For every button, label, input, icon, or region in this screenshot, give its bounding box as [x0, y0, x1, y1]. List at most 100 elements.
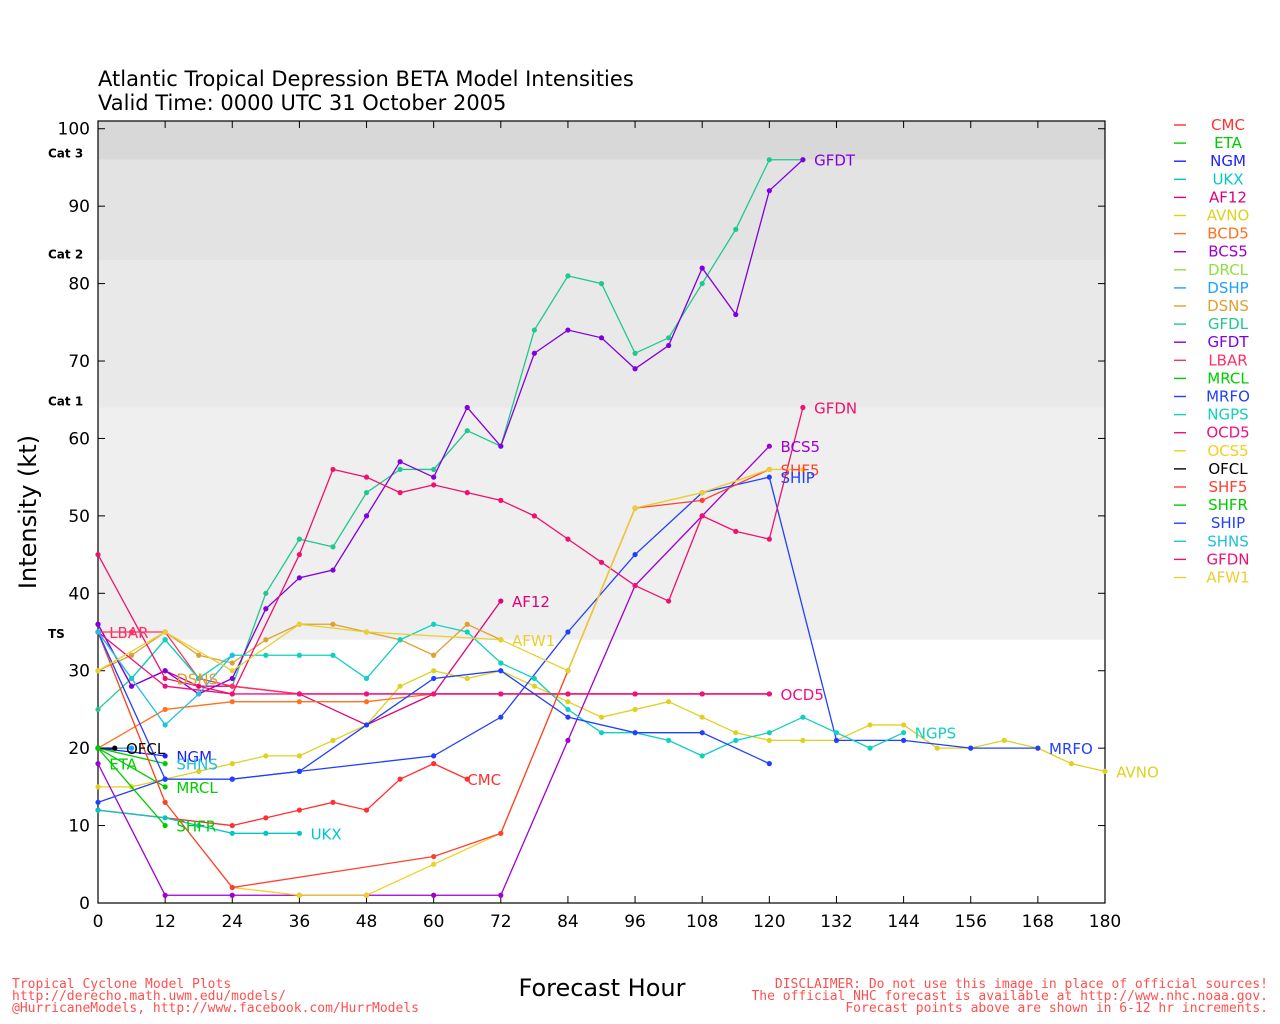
- data-point-gfdn: [431, 482, 437, 488]
- data-point-gfdn: [464, 490, 470, 496]
- legend-item-ngm: NGM: [1174, 152, 1246, 170]
- data-point-ngps: [666, 737, 672, 744]
- data-point-ship: [431, 675, 437, 682]
- data-point-ngps: [733, 737, 739, 744]
- data-point-ukx: [229, 830, 235, 836]
- series-gfdt: [95, 157, 806, 697]
- x-axis-ticks: 0 12 24 36 48 60 72 84 96 108 120 132 144 156 168 180: [93, 121, 1121, 932]
- data-point-lbar: [128, 629, 135, 635]
- data-point-ngps: [464, 629, 470, 635]
- data-point-avno: [95, 784, 101, 790]
- series-afw1: [95, 466, 806, 674]
- data-point-dsns: [464, 621, 470, 627]
- data-point-avno: [330, 737, 336, 744]
- legend-item-ocs5: OCS5: [1174, 442, 1249, 460]
- data-point-gfdn: [632, 582, 638, 589]
- data-point-dsns: [330, 621, 336, 627]
- data-point-avno: [901, 722, 907, 728]
- legend-item-mrcl: MRCL: [1174, 369, 1249, 387]
- data-point-ocd5: [296, 691, 302, 697]
- legend-item-gfdn: GFDN: [1174, 550, 1250, 568]
- data-point-gfdt: [565, 327, 571, 333]
- data-point-avno: [766, 737, 772, 744]
- series-line-eta: [97, 747, 166, 765]
- end-label-avno: AVNO: [1116, 763, 1159, 781]
- data-point-gfdn: [565, 536, 571, 542]
- data-point-ocd5: [162, 683, 168, 689]
- end-label-shf5: SHF5: [781, 461, 820, 479]
- y-tick-label: 20: [68, 739, 90, 759]
- data-point-avno: [397, 683, 403, 689]
- data-point-gfdn: [598, 559, 605, 565]
- data-point-gfdt: [330, 567, 336, 573]
- data-point-gfdl: [699, 280, 705, 287]
- end-label-lbar: LBAR: [109, 624, 148, 642]
- legend-label: DRCL: [1208, 261, 1249, 279]
- legend-item-ocd5: OCD5: [1174, 424, 1250, 442]
- data-point-gfdt: [766, 188, 772, 194]
- y-tick-label: 70: [68, 352, 90, 372]
- legend-label: GFDT: [1208, 333, 1250, 351]
- x-tick-label: 84: [557, 912, 579, 932]
- end-label-eta: ETA: [109, 756, 137, 774]
- data-point-gfdn: [296, 551, 302, 558]
- end-label-gfdt: GFDT: [814, 152, 856, 170]
- data-point-mrfo: [766, 474, 772, 480]
- x-tick-label: 36: [289, 912, 311, 932]
- legend-label: AFW1: [1206, 569, 1249, 587]
- legend-item-shfr: SHFR: [1174, 496, 1248, 514]
- end-label-mrfo: MRFO: [1049, 740, 1093, 758]
- data-point-gfdt: [128, 683, 135, 689]
- data-point-ngps: [363, 675, 370, 682]
- end-label-afw1: AFW1: [512, 632, 555, 650]
- data-point-avno: [464, 675, 470, 682]
- data-point-gfdt: [363, 513, 370, 519]
- data-point-cmc: [263, 815, 269, 821]
- data-point-bcs5: [498, 892, 504, 898]
- x-tick-label: 180: [1089, 912, 1121, 932]
- legend-item-ship: SHIP: [1174, 514, 1245, 532]
- data-point-ocd5: [565, 691, 571, 697]
- data-point-cmc: [431, 761, 437, 767]
- data-point-ngps: [431, 621, 437, 627]
- data-point-gfdn: [498, 497, 504, 503]
- data-point-lbar: [229, 683, 235, 689]
- data-point-avno: [196, 768, 202, 774]
- data-point-ngps: [699, 753, 705, 759]
- x-tick-label: 48: [356, 912, 378, 932]
- data-point-ukx: [263, 830, 269, 836]
- data-point-ship: [766, 761, 772, 767]
- end-label-ngm: NGM: [176, 748, 212, 766]
- end-label-ship: SHIP: [781, 469, 815, 487]
- legend-item-bcs5: BCS5: [1174, 243, 1248, 261]
- legend-label: NGM: [1210, 152, 1246, 170]
- data-point-gfdn: [397, 490, 403, 496]
- data-point-gfdl: [598, 280, 605, 287]
- data-point-gfdt: [498, 443, 504, 449]
- data-point-mrfo: [968, 745, 974, 751]
- legend-label: DSNS: [1207, 297, 1249, 315]
- legend-label: SHIP: [1211, 514, 1245, 532]
- data-point-ship: [229, 776, 235, 782]
- data-point-afw1: [632, 505, 638, 511]
- footer-right-line1: DISCLAIMER: Do not use this image in pla…: [775, 977, 1268, 992]
- x-tick-label: 60: [423, 912, 445, 932]
- data-point-avno: [934, 745, 940, 751]
- y-axis-ticks: 0 10 20 30 40 50 60 70 80 90 100: [58, 120, 1105, 914]
- data-point-bcd5: [296, 699, 302, 705]
- data-point-gfdn: [363, 474, 370, 480]
- data-point-afw1: [296, 621, 302, 627]
- x-tick-label: 156: [955, 912, 987, 932]
- data-point-gfdt: [397, 459, 403, 465]
- band-cat-3: [98, 121, 1105, 160]
- legend-item-eta: ETA: [1174, 134, 1243, 152]
- legend-label: CMC: [1211, 116, 1245, 134]
- data-point-eta: [162, 761, 168, 767]
- data-point-bcs5: [766, 443, 772, 449]
- data-point-ngps: [397, 637, 403, 643]
- legend-item-drcl: DRCL: [1174, 261, 1249, 279]
- y-tick-label: 0: [79, 894, 90, 914]
- series-line-gfdt: [97, 159, 804, 695]
- legend: CMCETANGMUKXAF12AVNOBCD5BCS5DRCLDSHPDSNS…: [1174, 116, 1250, 587]
- data-point-ocs5: [296, 892, 302, 898]
